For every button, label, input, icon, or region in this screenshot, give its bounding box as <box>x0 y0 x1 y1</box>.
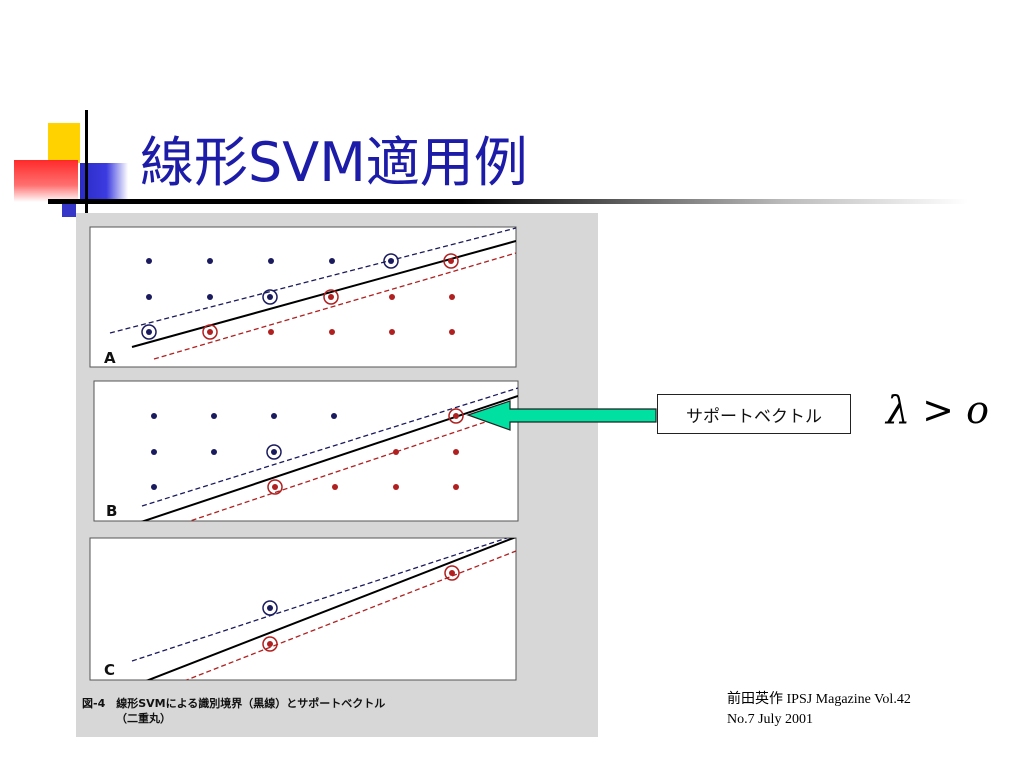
citation: 前田英作 IPSJ Magazine Vol.42 No.7 July 2001 <box>727 690 911 730</box>
title-underline <box>48 199 968 204</box>
margin-line-blue <box>109 227 516 334</box>
figure-caption-line1: 図-4 線形SVMによる識別境界（黒線）とサポートベクトル <box>82 696 385 710</box>
decor-blue-small-square <box>62 203 76 217</box>
panel-c-label: C <box>104 661 115 679</box>
svm-figure-svg: A B <box>82 226 519 725</box>
panel-b: B <box>93 380 519 522</box>
panel-a: A <box>89 226 517 368</box>
citation-line2: No.7 July 2001 <box>727 712 813 727</box>
panel-b-label: B <box>106 502 117 520</box>
arrow-icon <box>466 400 657 431</box>
panel-a-frame <box>89 226 517 368</box>
points-b <box>151 408 464 495</box>
slide-title: 線形SVM適用例 <box>140 131 528 194</box>
margin-line-red <box>153 252 516 360</box>
figure-caption-line2: （二重丸） <box>116 711 171 725</box>
support-vector-label: サポートベクトル <box>657 394 851 434</box>
decor-blue-square <box>80 163 128 201</box>
panel-c-frame <box>89 537 517 681</box>
margin-line-blue <box>141 387 518 507</box>
panel-b-frame <box>93 380 519 522</box>
decor-vertical-line <box>85 110 88 220</box>
points-c <box>262 565 460 652</box>
decor-yellow-square <box>48 123 80 163</box>
margin-line-red <box>184 550 516 680</box>
svm-figure: A B <box>76 213 598 737</box>
decision-boundary <box>145 538 516 680</box>
points-a <box>141 253 459 340</box>
margin-line-red <box>187 410 518 521</box>
decor-red-square <box>14 160 78 202</box>
panel-c: C <box>89 537 517 681</box>
citation-line1: 前田英作 IPSJ Magazine Vol.42 <box>727 692 911 707</box>
panel-a-label: A <box>104 349 116 367</box>
margin-line-blue <box>131 538 509 662</box>
lambda-formula: λ > o <box>886 388 989 432</box>
